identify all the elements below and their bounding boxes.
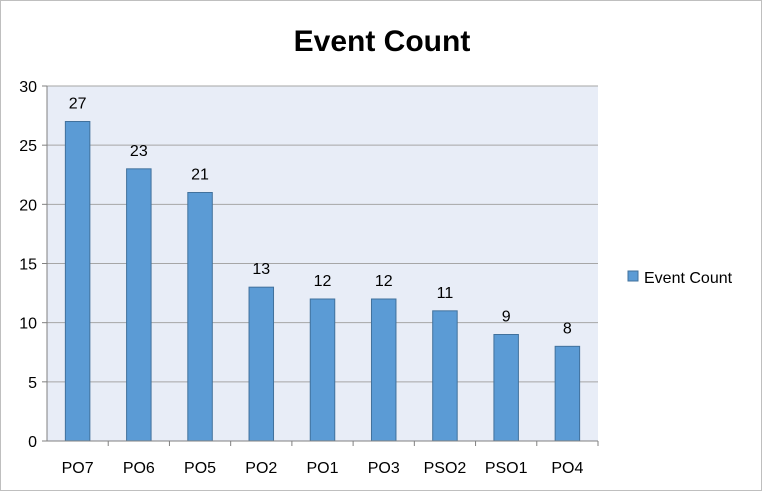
bar-po6 <box>126 168 152 442</box>
legend: Event Count <box>627 270 733 287</box>
data-label-po5: 21 <box>191 167 209 184</box>
data-label-po1: 12 <box>314 273 332 290</box>
y-tick-label: 10 <box>19 316 37 333</box>
x-tick-label-po5: PO5 <box>184 460 216 477</box>
y-tick-label: 30 <box>19 79 37 96</box>
data-labels: 27 23 21 13 12 12 11 9 8 <box>69 96 572 338</box>
x-axis: PO7 PO6 PO5 PO2 PO1 PO3 PSO2 PSO1 PO4 <box>47 440 599 477</box>
data-label-po2: 13 <box>252 261 270 278</box>
legend-swatch <box>627 270 639 282</box>
data-label-pso2: 11 <box>437 285 454 302</box>
y-tick-label: 20 <box>19 197 37 214</box>
bar-pso2 <box>432 310 458 442</box>
bar-po4 <box>554 345 581 442</box>
data-label-po6: 23 <box>130 143 148 160</box>
data-label-po7: 27 <box>69 96 87 113</box>
legend-label: Event Count <box>644 270 733 287</box>
x-tick-label-po1: PO1 <box>306 460 338 477</box>
bar-po1 <box>309 298 336 442</box>
y-tick-label: 25 <box>19 138 37 155</box>
chart-title: Event Count <box>294 25 471 58</box>
x-tick-label-pso2: PSO2 <box>424 460 467 477</box>
bar-pso1 <box>493 334 519 442</box>
x-tick-label-po6: PO6 <box>123 460 155 477</box>
bar-po7 <box>64 121 91 442</box>
bar-po2 <box>248 286 275 442</box>
x-tick-label-po2: PO2 <box>245 460 277 477</box>
y-axis: 0 5 10 15 20 25 30 <box>19 79 48 451</box>
x-tick-label-po4: PO4 <box>551 460 583 477</box>
bars <box>64 121 581 442</box>
data-label-po3: 12 <box>375 273 393 290</box>
x-tick-label-pso1: PSO1 <box>485 460 528 477</box>
y-tick-label: 5 <box>28 375 37 392</box>
y-tick-label: 0 <box>28 434 37 451</box>
x-tick-label-po3: PO3 <box>368 460 400 477</box>
bar-po3 <box>370 298 397 442</box>
data-label-pso1: 9 <box>502 309 511 326</box>
data-label-po4: 8 <box>563 320 572 337</box>
x-tick-label-po7: PO7 <box>62 460 94 477</box>
bar-po5 <box>187 192 213 442</box>
y-tick-label: 15 <box>19 257 37 274</box>
